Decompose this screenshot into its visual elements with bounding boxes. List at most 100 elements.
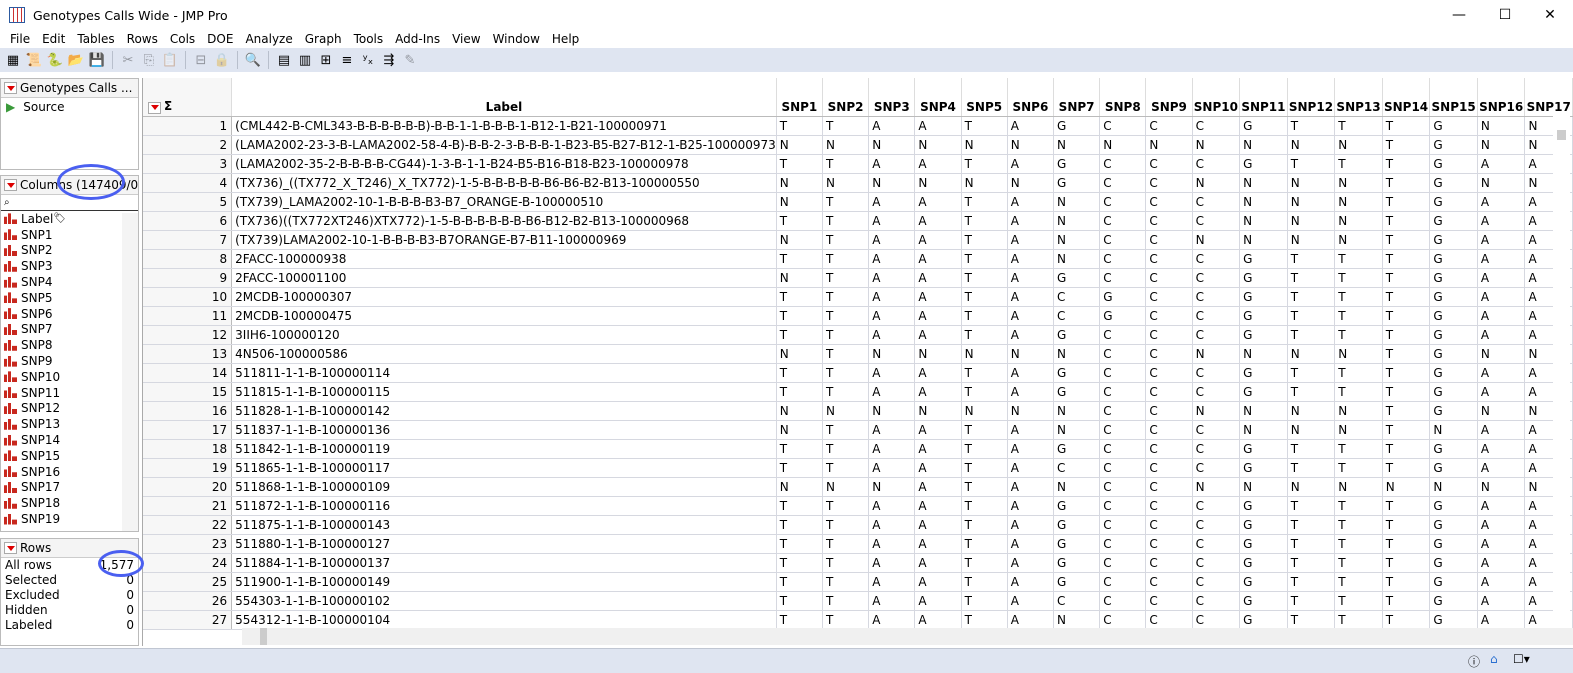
snp-cell[interactable]: N — [868, 173, 916, 193]
snp-cell[interactable]: C — [1192, 458, 1241, 478]
snp-cell[interactable]: C — [1192, 116, 1241, 136]
new-script-icon[interactable]: 📜 — [25, 52, 43, 68]
snp-cell[interactable]: T — [961, 268, 1008, 288]
snp-cell[interactable]: A — [868, 306, 916, 326]
snp-cell[interactable]: G — [1099, 306, 1147, 326]
snp-cell[interactable]: C — [1192, 249, 1241, 269]
save-icon[interactable]: 💾 — [88, 52, 106, 68]
snp-cell[interactable]: A — [868, 287, 916, 307]
snp-cell[interactable]: G — [1239, 496, 1288, 516]
snp-cell[interactable]: G — [1239, 553, 1288, 573]
snp-cell[interactable]: C — [1145, 515, 1193, 535]
data-filter-icon[interactable]: ⊟ — [195, 52, 207, 68]
snp-cell[interactable]: N — [1477, 477, 1526, 497]
snp-cell[interactable]: T — [1334, 382, 1383, 402]
menu-analyze[interactable]: Analyze — [245, 32, 293, 46]
snp-cell[interactable]: T — [961, 287, 1008, 307]
table-row[interactable]: 22 511875-1-1-B-100000143 T T A A T A G C C C G T T T G A… — [143, 515, 1573, 535]
label-cell[interactable]: 511868-1-1-B-100000109 — [231, 477, 777, 497]
paste-icon[interactable]: 📋 — [161, 52, 179, 68]
snp-cell[interactable]: A — [914, 439, 962, 459]
row-number[interactable]: 5 — [143, 192, 233, 212]
snp-cell[interactable]: T — [776, 154, 823, 174]
snp-cell[interactable]: A — [914, 249, 962, 269]
menu-tables[interactable]: Tables — [77, 32, 115, 46]
row-number[interactable]: 16 — [143, 401, 233, 421]
snp-cell[interactable]: T — [1382, 211, 1431, 231]
snp-cell[interactable]: C — [1099, 572, 1147, 592]
snp-cell[interactable]: C — [1099, 439, 1147, 459]
snp-cell[interactable]: N — [1239, 344, 1288, 364]
table-row[interactable]: 3 (LAMA2002-35-2-B-B-B-B-CG44)-1-3-B-1-1-… — [143, 154, 1573, 174]
snp-cell[interactable]: N — [1007, 344, 1055, 364]
snp-cell[interactable]: G — [1239, 287, 1288, 307]
snp-cell[interactable]: A — [1007, 116, 1055, 136]
snp-cell[interactable]: C — [1145, 401, 1193, 421]
snp-cell[interactable]: C — [1053, 306, 1101, 326]
snp-cell[interactable]: A — [914, 591, 962, 611]
snp-cell[interactable]: T — [1334, 496, 1383, 516]
snp-cell[interactable]: A — [1477, 249, 1526, 269]
snp-cell[interactable]: T — [1382, 325, 1431, 345]
snp-cell[interactable]: G — [1239, 382, 1288, 402]
snp-cell[interactable]: A — [914, 610, 962, 630]
snp-cell[interactable]: T — [1287, 154, 1336, 174]
snp-cell[interactable]: G — [1053, 268, 1101, 288]
snp-cell[interactable]: N — [776, 268, 823, 288]
snp-cell[interactable]: T — [822, 591, 870, 611]
snp-cell[interactable]: N — [1287, 344, 1336, 364]
row-number[interactable]: 2 — [143, 135, 233, 155]
snp-cell[interactable]: G — [1239, 363, 1288, 383]
table-row[interactable]: 11 2MCDB-100000475 T T A A T A C G C C G T T T G A A — [143, 306, 1573, 326]
table-row[interactable]: 20 511868-1-1-B-100000109 N N N A T A N C C N N N N N N N… — [143, 477, 1573, 497]
snp-cell[interactable]: C — [1192, 534, 1241, 554]
snp-cell[interactable]: N — [776, 344, 823, 364]
snp-cell[interactable]: N — [1287, 211, 1336, 231]
snp-cell[interactable]: C — [1192, 572, 1241, 592]
red-triangle-menu-icon[interactable] — [4, 179, 17, 191]
snp-cell[interactable]: N — [1239, 401, 1288, 421]
home-icon[interactable]: ⌂ — [1490, 652, 1498, 666]
column-header-snp7[interactable]: SNP7 — [1053, 78, 1101, 117]
lock-icon[interactable]: 🔒 — [213, 52, 231, 68]
snp-cell[interactable]: C — [1099, 211, 1147, 231]
python-icon[interactable]: 🐍 — [46, 52, 64, 68]
snp-cell[interactable]: N — [822, 477, 870, 497]
snp-cell[interactable]: C — [1099, 173, 1147, 193]
snp-cell[interactable]: C — [1192, 553, 1241, 573]
snp-cell[interactable]: T — [1334, 306, 1383, 326]
label-cell[interactable]: 511872-1-1-B-100000116 — [231, 496, 777, 516]
snp-cell[interactable]: T — [776, 591, 823, 611]
label-cell[interactable]: (CML442-B-CML343-B-B-B-B-B-B)-B-B-1-1-B-… — [231, 116, 777, 136]
sigma-icon[interactable]: Σ — [164, 99, 173, 113]
snp-cell[interactable]: N — [1053, 135, 1101, 155]
snp-cell[interactable]: G — [1429, 534, 1478, 554]
snp-cell[interactable]: C — [1192, 515, 1241, 535]
snp-cell[interactable]: T — [822, 515, 870, 535]
snp-cell[interactable]: N — [1429, 420, 1478, 440]
snp-cell[interactable]: A — [1477, 534, 1526, 554]
snp-cell[interactable]: T — [1287, 496, 1336, 516]
snp-cell[interactable]: A — [1007, 515, 1055, 535]
snp-cell[interactable]: T — [1287, 116, 1336, 136]
column-header-snp11[interactable]: SNP11 — [1239, 78, 1288, 117]
snp-cell[interactable]: N — [776, 477, 823, 497]
snp-cell[interactable]: T — [961, 116, 1008, 136]
column-header-snp12[interactable]: SNP12 — [1287, 78, 1336, 117]
row-number[interactable]: 26 — [143, 591, 233, 611]
snp-cell[interactable]: A — [914, 116, 962, 136]
snp-cell[interactable]: C — [1192, 382, 1241, 402]
snp-cell[interactable]: N — [1287, 192, 1336, 212]
snp-cell[interactable]: A — [1007, 610, 1055, 630]
column-list-item[interactable]: SNP1 — [1, 227, 138, 243]
snp-cell[interactable]: T — [1382, 173, 1431, 193]
column-header-label[interactable]: Label — [231, 78, 777, 117]
snp-cell[interactable]: T — [776, 515, 823, 535]
row-number[interactable]: 6 — [143, 211, 233, 231]
snp-cell[interactable]: T — [961, 382, 1008, 402]
snp-cell[interactable]: A — [868, 249, 916, 269]
maximize-button[interactable]: ☐ — [1498, 7, 1512, 23]
snp-cell[interactable]: C — [1145, 534, 1193, 554]
row-number[interactable]: 27 — [143, 610, 233, 630]
snp-cell[interactable]: T — [961, 515, 1008, 535]
